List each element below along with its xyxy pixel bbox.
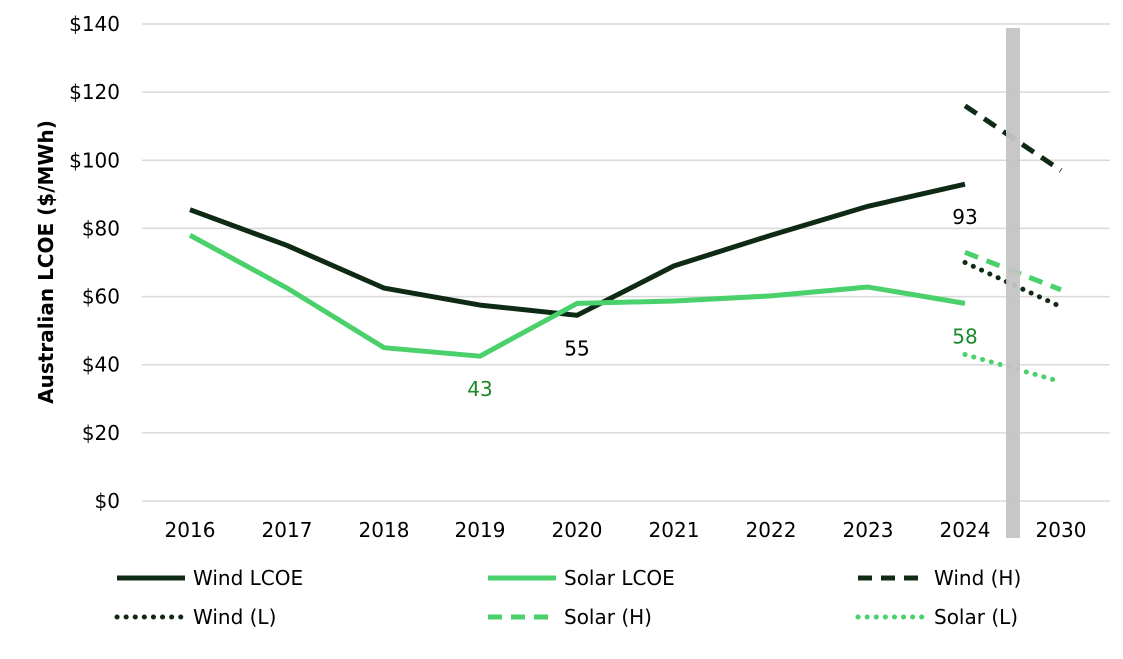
x-tick-label: 2020 — [552, 518, 603, 542]
legend-label-solar_l: Solar (L) — [934, 605, 1018, 629]
data-label-solar_lcoe-2019: 43 — [467, 377, 492, 401]
series-lines — [188, 103, 1064, 385]
legend-label-wind_h: Wind (H) — [934, 566, 1021, 590]
x-tick-label: 2017 — [262, 518, 313, 542]
data-label-wind_lcoe-2024: 93 — [952, 205, 977, 229]
x-tick-label: 2022 — [746, 518, 797, 542]
legend: Wind LCOE Solar LCOE Wind (H) Wind (L) Solar… — [114, 566, 1021, 629]
y-tick-label: $100 — [69, 148, 120, 172]
x-tick-label: 2023 — [843, 518, 894, 542]
series-line-wind_lcoe — [189, 181, 966, 318]
x-tick-label: 2018 — [359, 518, 410, 542]
legend-label-solar_h: Solar (H) — [564, 605, 652, 629]
data-labels: 43 55 93 58 — [467, 205, 977, 401]
x-axis-ticks: 2016 2017 2018 2019 2020 2021 2022 2023 2024 2030 — [165, 518, 1087, 542]
data-label-wind_lcoe-2020: 55 — [564, 336, 589, 360]
x-tick-label: 2019 — [455, 518, 506, 542]
x-tick-label: 2024 — [940, 518, 991, 542]
period-separator-bar — [1006, 28, 1020, 538]
legend-label-wind_l: Wind (L) — [193, 605, 276, 629]
legend-label-solar_lcoe: Solar LCOE — [564, 566, 675, 590]
x-tick-label: 2016 — [165, 518, 216, 542]
y-tick-label: $140 — [69, 12, 120, 36]
legend-label-wind_lcoe: Wind LCOE — [193, 566, 303, 590]
y-tick-label: $40 — [82, 353, 120, 377]
y-tick-label: $20 — [82, 421, 120, 445]
period-separator — [1006, 28, 1020, 538]
series-line-solar_lcoe — [188, 233, 966, 359]
x-tick-label: 2030 — [1036, 518, 1087, 542]
data-label-solar_lcoe-2024: 58 — [952, 324, 977, 348]
series-line-solar_l — [962, 351, 1064, 385]
y-tick-label: $60 — [82, 285, 120, 309]
x-tick-label: 2021 — [649, 518, 700, 542]
y-tick-label: $120 — [69, 80, 120, 104]
y-axis-ticks: $0 $20 $40 $60 $80 $100 $120 $140 — [69, 12, 120, 513]
y-tick-label: $80 — [82, 216, 120, 240]
y-tick-label: $0 — [95, 489, 120, 513]
y-axis-label: Australian LCOE ($/MWh) — [34, 120, 58, 404]
